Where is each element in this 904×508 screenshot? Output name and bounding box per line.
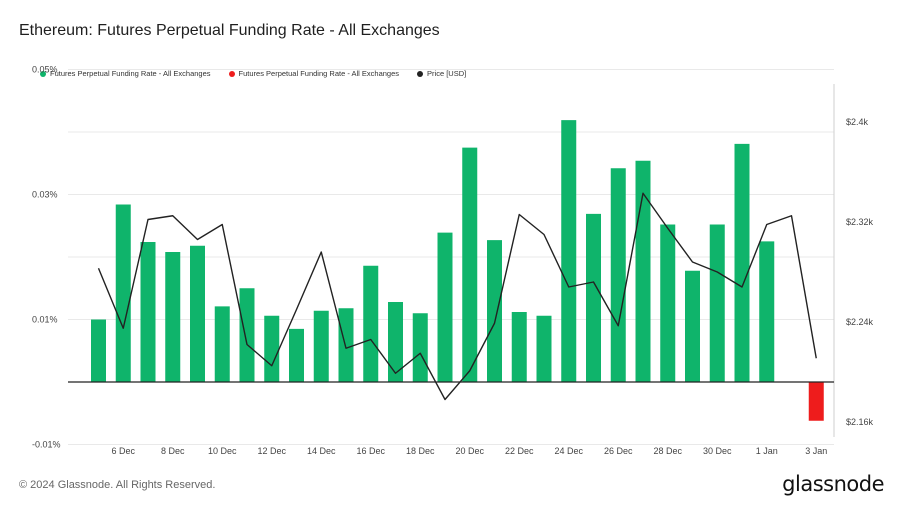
- x-tick-label: 24 Dec: [554, 446, 583, 456]
- funding-bar-positive: [709, 224, 725, 382]
- funding-bar-positive: [759, 241, 775, 382]
- y-left-tick-label: 0.01%: [32, 315, 58, 325]
- x-tick-label: 26 Dec: [604, 446, 633, 456]
- x-tick-label: 1 Jan: [756, 446, 778, 456]
- x-tick-label: 20 Dec: [455, 446, 484, 456]
- funding-bar-positive: [190, 245, 205, 382]
- y-left-tick-label: 0.05%: [32, 65, 58, 75]
- legend-dot-black: [417, 70, 424, 77]
- funding-bar-positive: [289, 328, 304, 382]
- y-right-tick-label: $2.24k: [846, 317, 874, 327]
- funding-bar-positive: [264, 315, 280, 382]
- legend-item-funding-negative[interactable]: Futures Perpetual Funding Rate - All Exc…: [228, 69, 400, 78]
- funding-bar-positive: [239, 288, 255, 382]
- y-right-tick-label: $2.32k: [846, 217, 874, 227]
- legend-item-funding-positive[interactable]: Futures Perpetual Funding Rate - All Exc…: [40, 69, 211, 78]
- funding-bar-positive: [734, 143, 750, 382]
- funding-bar-positive: [511, 312, 527, 382]
- x-tick-label: 12 Dec: [257, 446, 286, 456]
- legend-label: Futures Perpetual Funding Rate - All Exc…: [50, 69, 211, 78]
- legend-label: Price [USD]: [427, 69, 467, 78]
- x-tick-label: 10 Dec: [208, 446, 237, 456]
- funding-bar-positive: [586, 213, 601, 382]
- x-tick-label: 18 Dec: [406, 446, 435, 456]
- chart-area: 0.05% 0.03% 0.01% -0.01% $2.4k $2.32k $2.24k $2…: [32, 65, 874, 457]
- funding-bar-positive: [115, 204, 131, 382]
- x-tick-label: 8 Dec: [161, 446, 185, 456]
- funding-bar-positive: [487, 240, 502, 382]
- y-right-tick-label: $2.16k: [846, 417, 874, 427]
- x-tick-label: 14 Dec: [307, 446, 336, 456]
- y-left-tick-label: 0.03%: [32, 190, 58, 200]
- funding-bar-positive: [91, 319, 106, 382]
- funding-bar-positive: [437, 232, 453, 382]
- funding-bar-positive: [338, 308, 354, 382]
- y-left-tick-label: -0.01%: [32, 440, 61, 450]
- funding-bar-positive: [685, 270, 700, 382]
- funding-bar-positive: [660, 224, 676, 382]
- funding-bar-positive: [388, 302, 403, 382]
- funding-bar-positive: [462, 147, 478, 382]
- legend-item-price[interactable]: Price [USD]: [417, 69, 466, 78]
- funding-bar-positive: [313, 310, 329, 382]
- x-tick-label: 6 Dec: [111, 446, 135, 456]
- funding-bar-positive: [412, 313, 428, 382]
- x-tick-label: 3 Jan: [805, 446, 827, 456]
- y-right-tick-label: $2.4k: [846, 117, 869, 127]
- funding-bar-positive: [140, 242, 156, 382]
- funding-bar-positive: [165, 252, 181, 382]
- chart-title: Ethereum: Futures Perpetual Funding Rate…: [19, 22, 440, 39]
- funding-bar-positive: [363, 265, 379, 382]
- x-tick-label: 22 Dec: [505, 446, 534, 456]
- legend: Futures Perpetual Funding Rate - All Exc…: [40, 69, 466, 78]
- funding-bar-positive: [536, 315, 552, 382]
- glassnode-logo: glassnode: [782, 472, 884, 496]
- funding-bar-negative: [808, 382, 824, 421]
- legend-dot-green: [40, 70, 46, 77]
- x-tick-label: 16 Dec: [356, 446, 385, 456]
- copyright-text: © 2024 Glassnode. All Rights Reserved.: [19, 479, 216, 491]
- x-tick-label: 28 Dec: [653, 446, 682, 456]
- legend-dot-red: [228, 70, 235, 77]
- funding-bar-positive: [561, 120, 577, 382]
- funding-bar-positive: [610, 168, 626, 382]
- price-line: [97, 192, 817, 401]
- x-tick-label: 30 Dec: [703, 446, 732, 456]
- legend-label: Futures Perpetual Funding Rate - All Exc…: [238, 69, 400, 78]
- funding-bar-positive: [214, 306, 230, 382]
